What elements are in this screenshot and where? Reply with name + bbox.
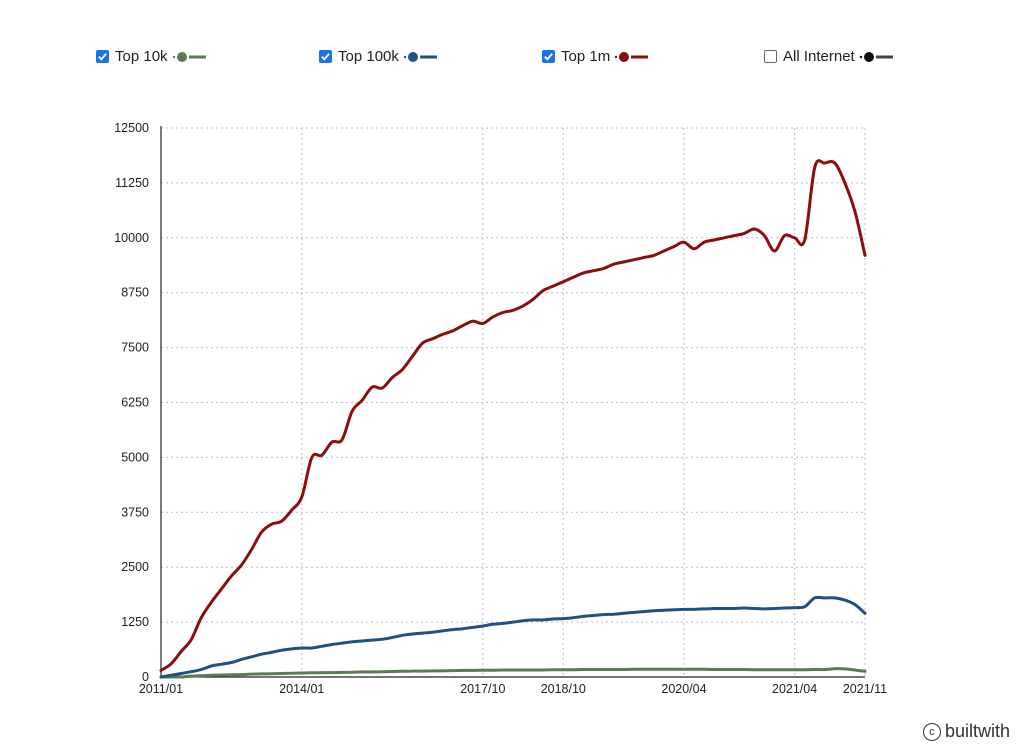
axes [160, 126, 865, 678]
y-tick-label: 0 [142, 670, 149, 684]
checkbox-checked-icon[interactable] [96, 50, 109, 63]
watermark-text: builtwith [944, 721, 1010, 741]
y-tick-label: 7500 [121, 341, 149, 355]
y-tick-label: 3750 [121, 505, 149, 519]
x-tick-label: 2020/04 [661, 682, 706, 696]
x-tick-label: 2011/01 [139, 682, 183, 696]
y-tick-label: 11250 [115, 176, 149, 190]
y-tick-label: 1250 [121, 615, 149, 629]
legend-item-top-100k[interactable]: Top 100k [319, 48, 439, 65]
series-marker-icon [172, 51, 206, 62]
checkbox-checked-icon[interactable] [542, 50, 555, 63]
y-tick-label: 5000 [121, 450, 149, 464]
checkbox-checked-icon[interactable] [319, 50, 332, 63]
legend-item-top-10k[interactable]: Top 10k [96, 48, 208, 65]
y-tick-label: 8750 [121, 286, 149, 300]
chart-legend: Top 10k Top 100k Top 1m All Internet [0, 48, 1024, 72]
series-marker-icon [615, 51, 649, 62]
legend-label: All Internet [783, 48, 855, 65]
x-tick-label: 2021/04 [772, 682, 817, 696]
legend-item-top-1m[interactable]: Top 1m [542, 48, 650, 65]
series-line-top-10k [159, 667, 867, 679]
x-tick-label: 2014/01 [279, 682, 324, 696]
series-marker-icon [403, 51, 437, 62]
y-tick-label: 6250 [121, 396, 149, 410]
legend-item-all-internet[interactable]: All Internet [764, 48, 895, 65]
x-tick-label: 2021/11 [843, 682, 887, 696]
y-tick-label: 2500 [121, 560, 149, 574]
series-line-top-100k [159, 595, 867, 679]
tick-labels: 0 1250 2500 3750 5000 6250 7500 8750 10000 11250 1… [114, 121, 887, 696]
series-layer [159, 159, 867, 679]
legend-label: Top 1m [561, 48, 611, 65]
legend-label: Top 100k [338, 48, 399, 65]
y-tick-label: 10000 [114, 231, 149, 245]
x-tick-label: 2018/10 [541, 682, 586, 696]
copyright-icon: c [922, 722, 941, 741]
x-tick-label: 2017/10 [460, 682, 505, 696]
legend-label: Top 10k [115, 48, 168, 65]
series-line-top-1m [159, 159, 867, 672]
y-tick-label: 12500 [114, 121, 149, 135]
checkbox-unchecked-icon[interactable] [764, 50, 777, 63]
watermark: c builtwith [922, 721, 1010, 742]
series-marker-icon [859, 51, 893, 62]
grid-lines [160, 127, 866, 677]
